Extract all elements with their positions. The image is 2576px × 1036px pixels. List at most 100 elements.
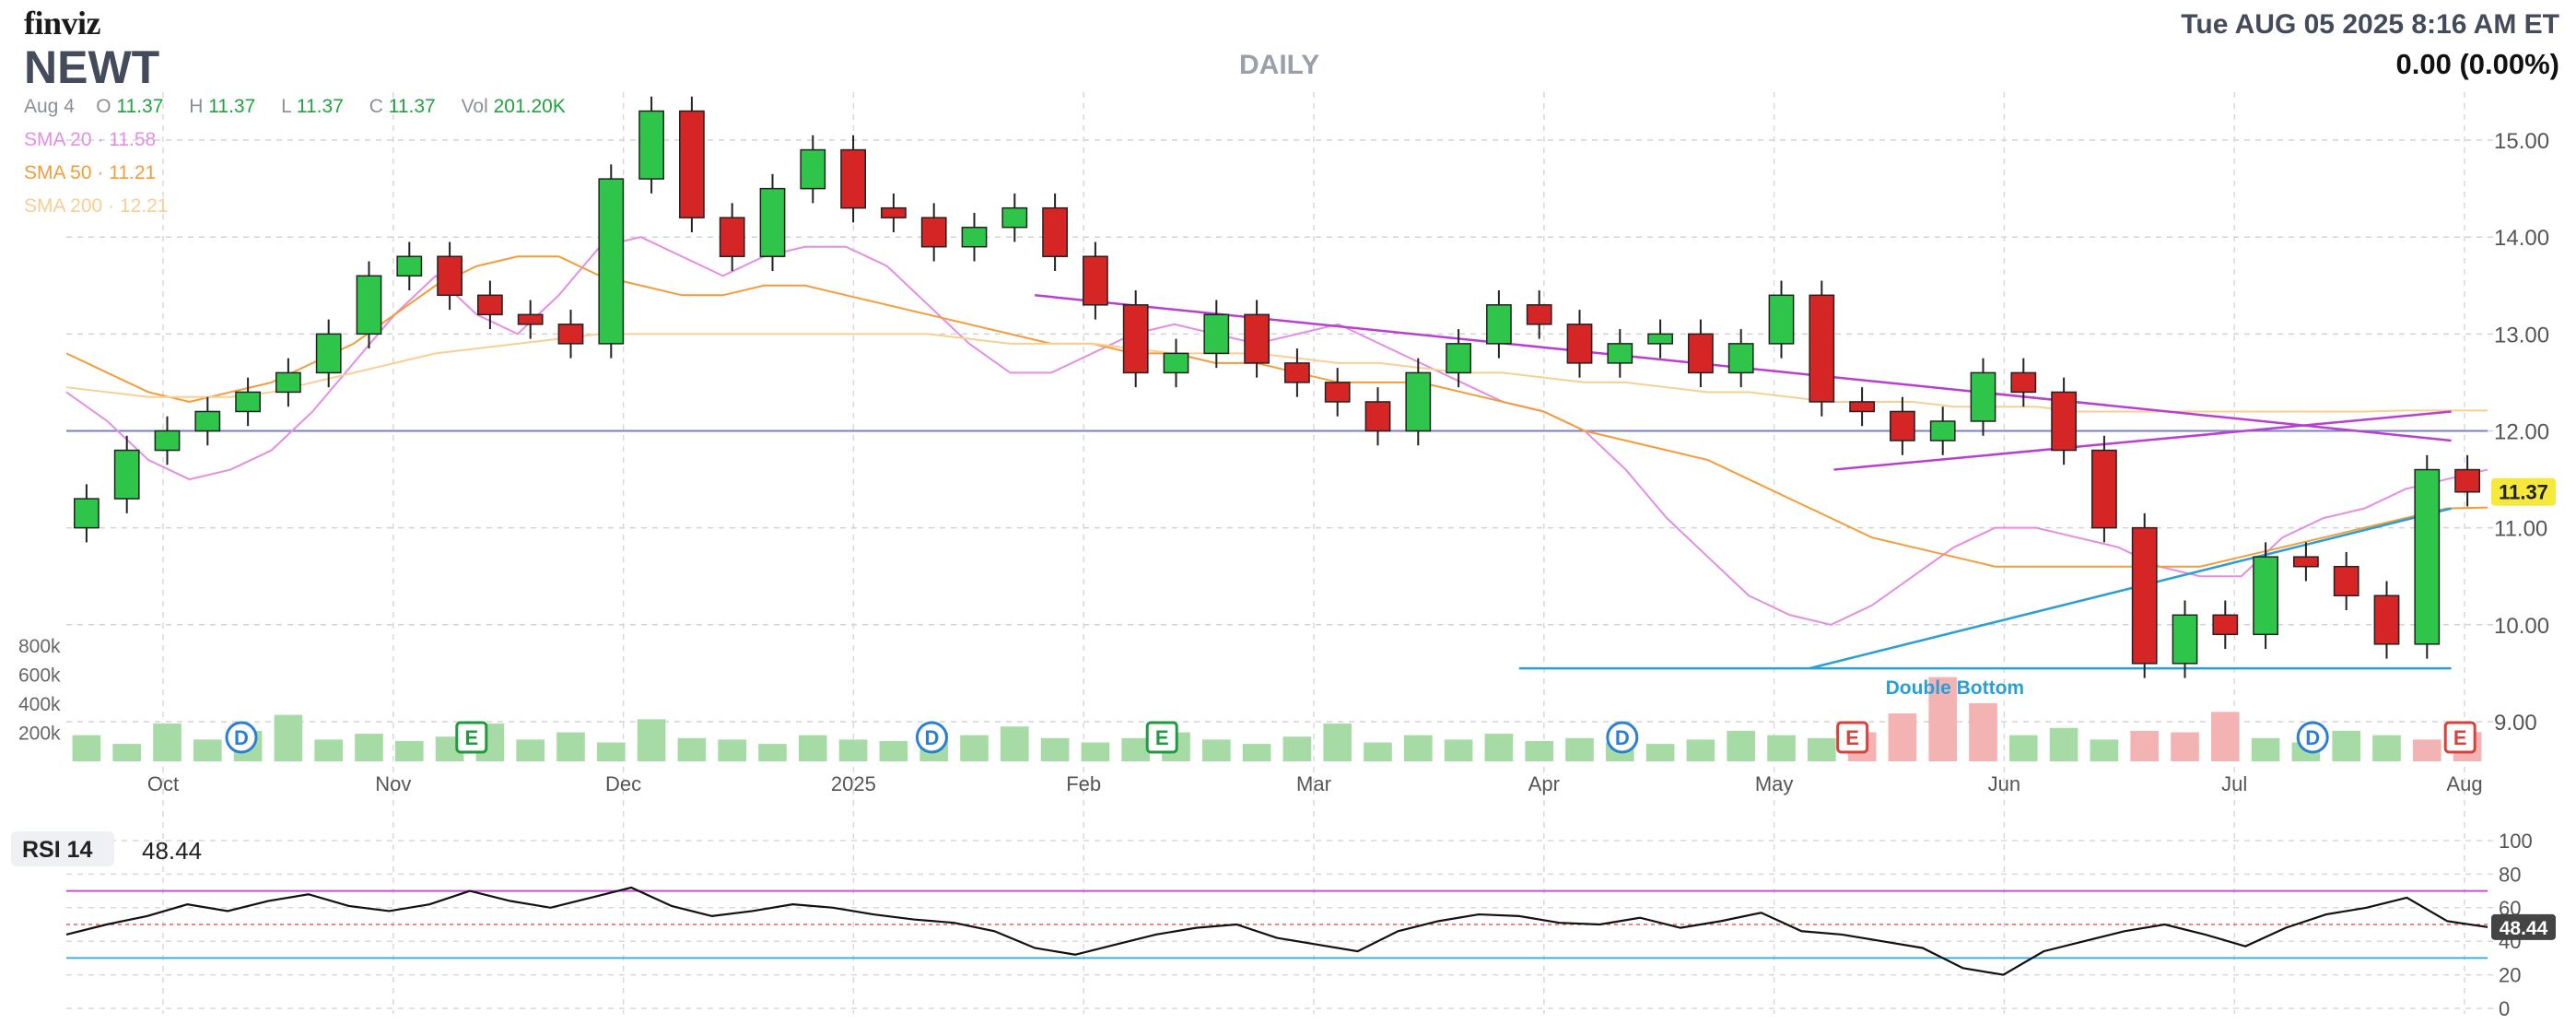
candle-body [961,226,988,248]
volume-bar [1040,737,1070,761]
candle-body [638,110,664,180]
candle-body [1688,333,1714,374]
chart-grid [66,92,2497,1014]
volume-bar [355,734,383,761]
close-value: 11.37 [388,96,436,117]
rsi-tick-label: 100 [2499,830,2533,853]
ohlc-readout: Aug 4 O 11.37 H 11.37 L 11.37 C 11.37 Vo… [24,96,586,118]
volume-bar [1645,744,1675,761]
candle-body [759,187,786,257]
earnings-marker[interactable] [1836,721,1869,754]
volume-bar [2332,730,2361,761]
volume-bar [314,739,344,761]
rsi-value-tag [2491,913,2556,940]
volume-bar [2090,739,2119,761]
volume-bar [2008,735,2038,761]
volume-bar [838,739,868,761]
candle-body [356,275,382,336]
volume-bar [1807,737,1836,761]
ticker-symbol: NEWT [24,41,160,93]
ohlc-date: Aug 4 [24,96,75,117]
dividend-marker[interactable] [225,721,258,754]
volume-bar [2130,730,2160,761]
volume-bars [72,677,2482,761]
candle-body [477,294,503,316]
rsi-label-box[interactable] [11,831,114,866]
candle-body [598,178,625,345]
price-tick-label: 10.00 [2494,614,2549,639]
volume-bar [394,740,424,761]
rsi-line [65,886,2488,976]
time-tick-label: Aug [2446,772,2482,795]
candle-body [1647,333,1673,345]
candle-body [194,410,221,432]
volume-bar [1928,677,1958,761]
volume-bar [2049,727,2078,761]
volume-bar [1403,735,1433,761]
volume-bar [718,739,747,761]
volume-tick-label: 400k [18,694,61,715]
dividend-marker-label: D [234,726,249,749]
candle-body [1809,294,1835,403]
dividend-marker[interactable] [1606,721,1639,754]
dividend-marker-label: D [2305,726,2320,749]
candle-body [2454,468,2480,493]
time-tick-label: Oct [147,772,179,795]
volume-bar [2171,732,2199,761]
volume-bar [1364,742,1392,761]
earnings-marker[interactable] [2443,721,2476,754]
time-tick-label: Feb [1066,772,1101,795]
candle-body [1890,410,1915,441]
candle-body [2212,614,2239,636]
price-change: 0.00 (0.00%) [2395,48,2560,80]
earnings-marker[interactable] [1145,721,1178,754]
finviz-logo[interactable]: finviz [24,5,101,41]
candle-body [881,206,907,218]
volume-tick-label: 600k [18,665,61,687]
candle-body [275,371,301,394]
dividend-marker[interactable] [915,721,948,754]
volume-bar [1444,739,1473,761]
candle-body [1607,343,1633,364]
earnings-marker[interactable] [455,721,488,754]
volume-bar [596,742,626,761]
candle-body [2293,556,2319,568]
candle-body [1849,401,1875,413]
volume-bar [1201,739,1231,761]
candle-body [315,333,342,374]
candle-body [517,313,544,325]
candle-body [1768,294,1795,345]
volume-bar [1081,742,1110,761]
candle-body [679,110,705,218]
volume-bar [2210,712,2240,761]
volume-bar [112,744,142,761]
rsi-value: 48.44 [142,837,203,865]
candle-body [1163,352,1189,374]
earnings-marker-label: E [2453,726,2467,749]
candle-body [1566,324,1593,364]
close-label: C [369,96,383,117]
low-value: 11.37 [296,96,344,117]
candle-body [1083,255,1108,306]
candle-body [1324,382,1351,403]
candle-body [1001,206,1028,229]
candle-body [2131,526,2158,665]
volume-bar [1484,734,1514,761]
candlesticks [74,96,2480,678]
candle-body [1122,304,1149,374]
candle-body [719,217,745,257]
volume-bar [879,740,908,761]
candle-body [800,148,826,190]
candle-body [74,498,100,529]
sma-line-0 [65,236,2488,626]
candle-body [437,255,463,297]
moving-averages [65,236,2488,626]
dividend-marker[interactable] [2296,721,2329,754]
candle-body [1526,304,1552,325]
volume-bar [1565,737,1594,761]
candle-body [840,148,866,209]
time-tick-label: Dec [605,772,641,795]
sma50-value: 11.21 [109,162,157,183]
